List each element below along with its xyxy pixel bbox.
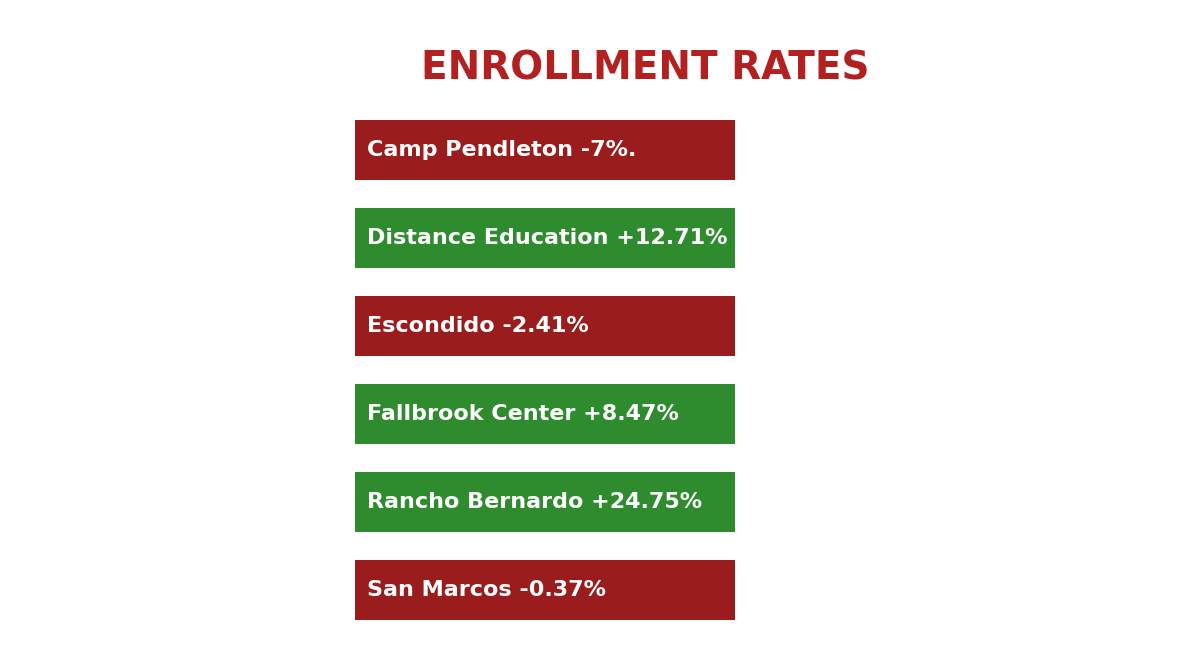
Text: Rancho Bernardo +24.75%: Rancho Bernardo +24.75% <box>367 492 702 512</box>
FancyBboxPatch shape <box>355 120 734 180</box>
FancyBboxPatch shape <box>355 208 734 268</box>
FancyBboxPatch shape <box>355 560 734 620</box>
Text: ENROLLMENT RATES: ENROLLMENT RATES <box>421 49 869 87</box>
Text: Camp Pendleton -7%.: Camp Pendleton -7%. <box>367 140 636 160</box>
Text: Fallbrook Center +8.47%: Fallbrook Center +8.47% <box>367 404 679 424</box>
Text: Escondido -2.41%: Escondido -2.41% <box>367 316 589 336</box>
FancyBboxPatch shape <box>355 296 734 356</box>
Text: San Marcos -0.37%: San Marcos -0.37% <box>367 580 606 600</box>
Text: Distance Education +12.71%: Distance Education +12.71% <box>367 228 727 248</box>
FancyBboxPatch shape <box>355 472 734 532</box>
FancyBboxPatch shape <box>355 384 734 444</box>
